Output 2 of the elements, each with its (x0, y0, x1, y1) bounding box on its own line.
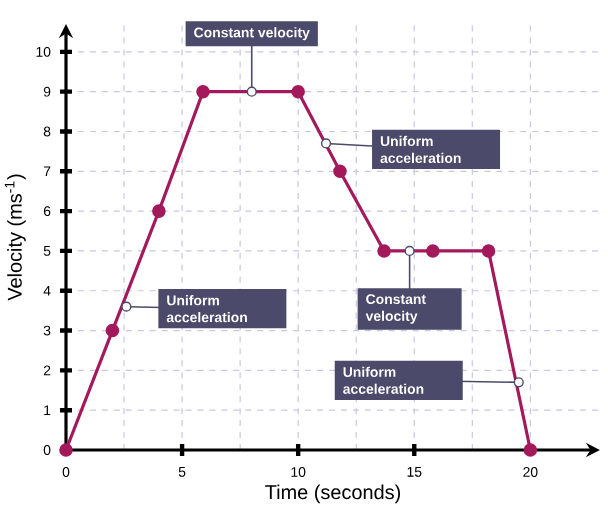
x-axis-title: Time (seconds) (265, 484, 401, 504)
y-axis-title: Velocity (ms$^{-1}$) (4, 174, 26, 301)
